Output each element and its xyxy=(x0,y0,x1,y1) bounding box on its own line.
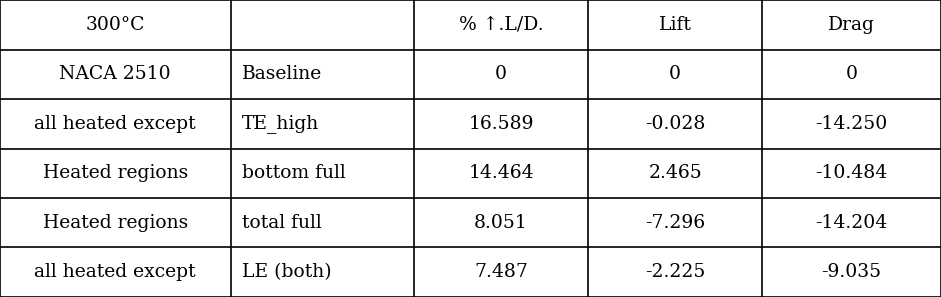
Text: LE (both): LE (both) xyxy=(242,263,331,281)
Text: 7.487: 7.487 xyxy=(474,263,528,281)
Text: Drag: Drag xyxy=(828,16,875,34)
Text: -7.296: -7.296 xyxy=(646,214,705,232)
Text: all heated except: all heated except xyxy=(35,263,196,281)
Text: -2.225: -2.225 xyxy=(645,263,706,281)
Text: bottom full: bottom full xyxy=(242,164,345,182)
Text: Heated regions: Heated regions xyxy=(42,164,188,182)
Text: 0: 0 xyxy=(495,65,507,83)
Text: 0: 0 xyxy=(669,65,681,83)
Text: 8.051: 8.051 xyxy=(474,214,528,232)
Text: Heated regions: Heated regions xyxy=(42,214,188,232)
Text: -14.250: -14.250 xyxy=(816,115,887,133)
Text: 300°C: 300°C xyxy=(86,16,145,34)
Text: % ↑.L/D.: % ↑.L/D. xyxy=(459,16,543,34)
Text: -9.035: -9.035 xyxy=(821,263,882,281)
Text: -10.484: -10.484 xyxy=(816,164,887,182)
Text: 14.464: 14.464 xyxy=(469,164,534,182)
Text: -0.028: -0.028 xyxy=(645,115,706,133)
Text: total full: total full xyxy=(242,214,322,232)
Text: 0: 0 xyxy=(846,65,857,83)
Text: Lift: Lift xyxy=(659,16,692,34)
Text: Baseline: Baseline xyxy=(242,65,322,83)
Text: all heated except: all heated except xyxy=(35,115,196,133)
Text: -14.204: -14.204 xyxy=(816,214,887,232)
Text: TE_high: TE_high xyxy=(242,114,319,133)
Text: 2.465: 2.465 xyxy=(648,164,702,182)
Text: NACA 2510: NACA 2510 xyxy=(59,65,171,83)
Text: 16.589: 16.589 xyxy=(469,115,534,133)
